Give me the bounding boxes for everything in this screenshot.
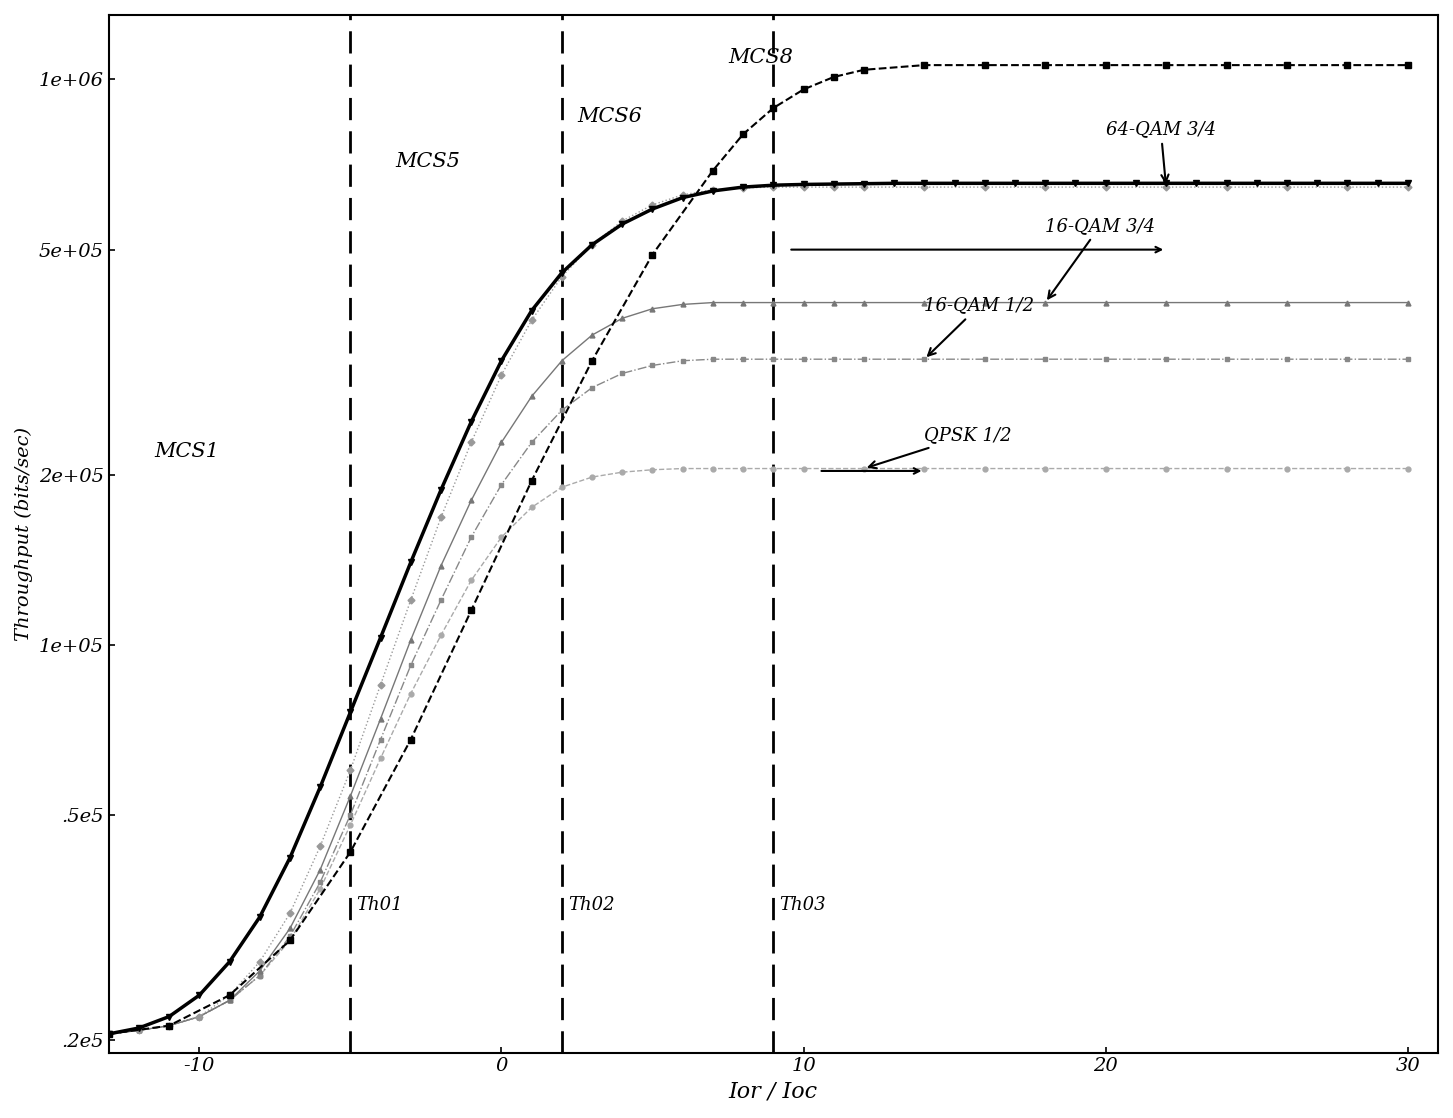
Text: MCS5: MCS5 (395, 152, 461, 171)
Text: 16-QAM 1/2: 16-QAM 1/2 (924, 296, 1035, 356)
Text: MCS1: MCS1 (154, 442, 219, 461)
Text: Th03: Th03 (779, 896, 825, 913)
Text: QPSK 1/2: QPSK 1/2 (869, 426, 1013, 468)
Text: Th01: Th01 (356, 896, 402, 913)
Text: MCS8: MCS8 (728, 48, 793, 67)
Text: Th02: Th02 (568, 896, 615, 913)
Y-axis label: Throughput (bits/sec): Throughput (bits/sec) (15, 427, 33, 641)
X-axis label: Ior / Ioc: Ior / Ioc (729, 1081, 818, 1103)
Text: MCS6: MCS6 (577, 107, 642, 126)
Text: 16-QAM 3/4: 16-QAM 3/4 (1045, 217, 1155, 299)
Text: 64-QAM 3/4: 64-QAM 3/4 (1106, 121, 1216, 182)
